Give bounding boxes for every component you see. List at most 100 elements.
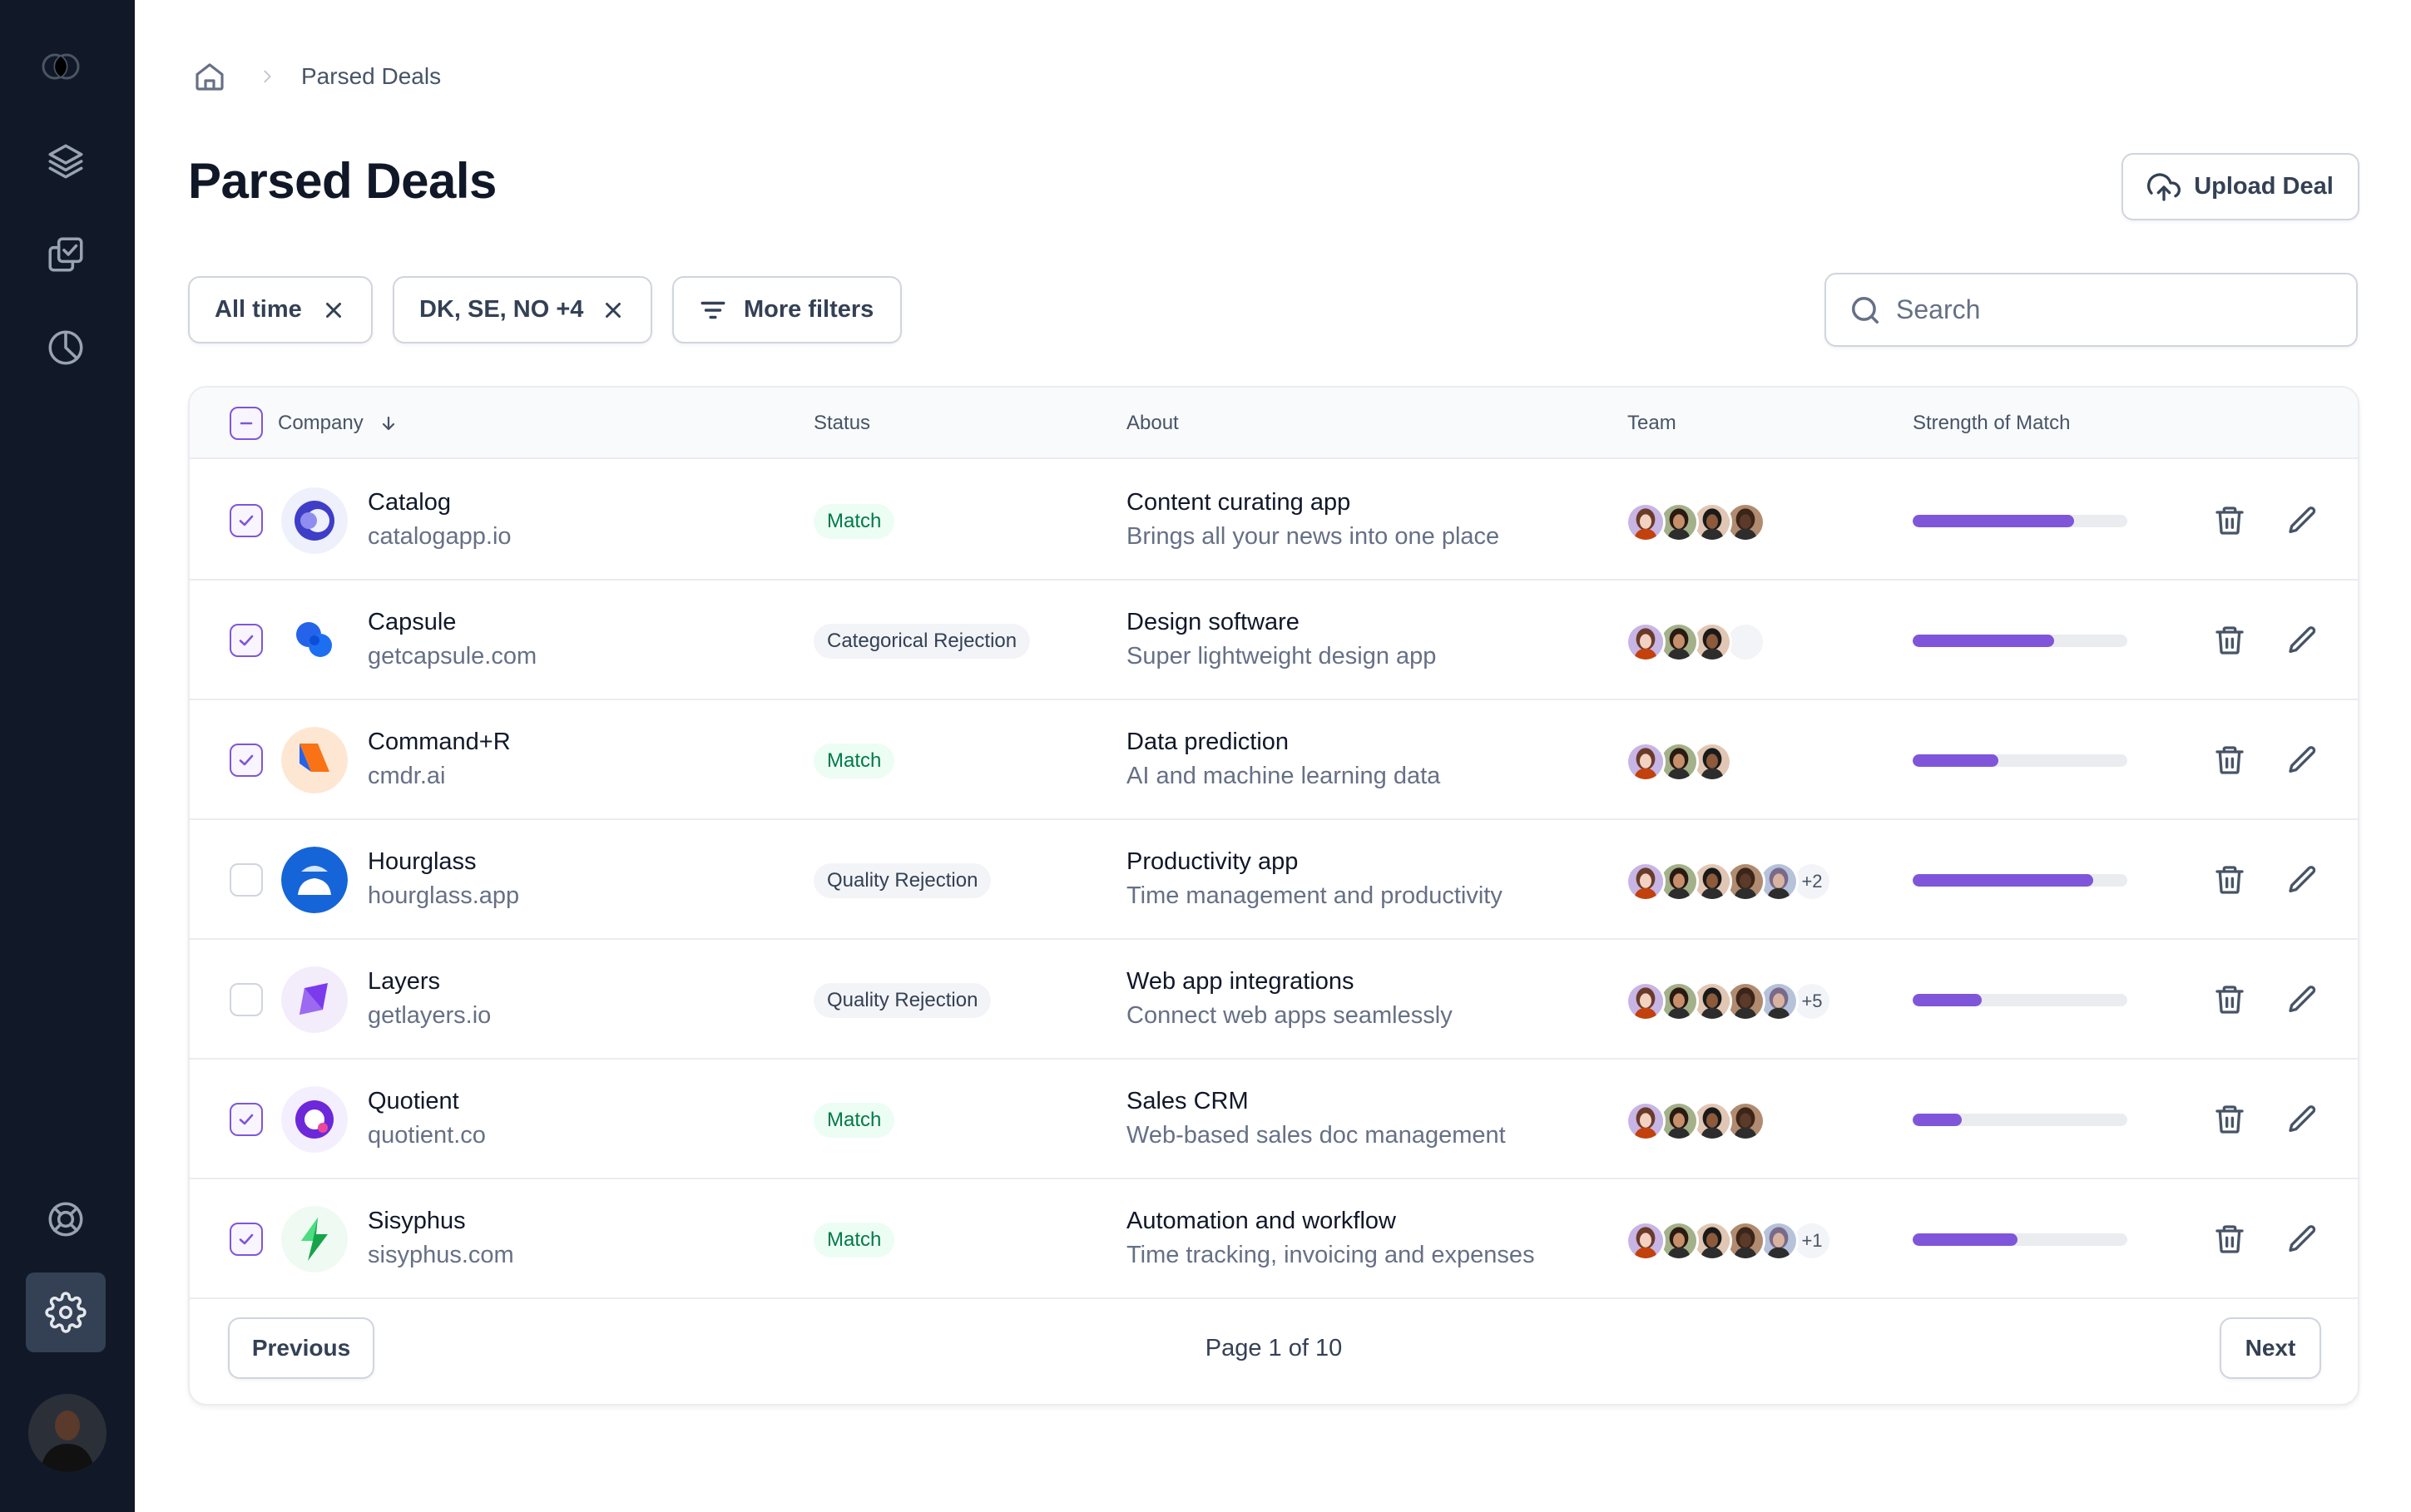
team-member-avatar[interactable] [1725,862,1765,902]
row-checkbox[interactable] [230,863,263,897]
team-member-avatar[interactable] [1692,622,1732,662]
sidebar-item-tasks[interactable] [26,215,106,294]
team-member-avatar[interactable] [1692,1221,1732,1261]
sidebar-item-settings[interactable] [26,1272,106,1352]
strength-bar [1913,635,2127,647]
team-member-avatar[interactable] [1626,742,1666,782]
edit-button[interactable] [2285,622,2321,659]
avatar[interactable] [28,1394,106,1472]
team-member-avatar[interactable] [1725,502,1765,542]
table-row[interactable]: Sisyphus sisyphus.com Match Automation and … [190,1179,2358,1299]
delete-button[interactable] [2211,1101,2248,1138]
table-row[interactable]: Quotient quotient.co Match Sales CRM Web-bas… [190,1060,2358,1179]
status-badge: Match [814,744,895,778]
logo-icon[interactable] [38,50,83,83]
company-url[interactable]: getlayers.io [368,1002,492,1029]
company-name[interactable]: Command+R [368,729,511,755]
delete-button[interactable] [2211,742,2248,778]
team-member-avatar[interactable] [1626,862,1666,902]
company-name[interactable]: Quotient [368,1088,459,1114]
upload-deal-button[interactable]: Upload Deal [2121,153,2359,220]
edit-button[interactable] [2285,862,2321,898]
company-name[interactable]: Catalog [368,489,451,516]
strength-bar [1913,1114,2127,1126]
sidebar-item-layers[interactable] [26,121,106,201]
arrow-down-icon[interactable] [379,413,399,433]
team-member-avatar[interactable] [1626,1221,1666,1261]
column-status[interactable]: Status [814,412,871,434]
pencil-icon [2289,506,2316,533]
company-url[interactable]: cmdr.ai [368,763,446,789]
table-row[interactable]: Command+R cmdr.ai Match Data prediction AI a… [190,700,2358,820]
table-row[interactable]: Catalog catalogapp.io Match Content curatin… [190,461,2358,581]
table-row[interactable]: Hourglass hourglass.app Quality Rejection P… [190,820,2358,940]
close-icon[interactable] [321,298,346,323]
team-member-avatar[interactable] [1659,502,1699,542]
search-input[interactable] [1896,294,2312,325]
team-member-avatar[interactable] [1626,981,1666,1021]
row-checkbox[interactable] [230,1103,263,1136]
company-url[interactable]: catalogapp.io [368,523,512,550]
team-member-avatar[interactable] [1659,981,1699,1021]
company-name[interactable]: Sisyphus [368,1208,466,1234]
delete-button[interactable] [2211,622,2248,659]
team-member-avatar[interactable] [1692,1101,1732,1141]
team-member-avatar[interactable] [1692,981,1732,1021]
edit-button[interactable] [2285,742,2321,778]
home-icon[interactable] [193,60,226,93]
breadcrumb-current[interactable]: Parsed Deals [301,63,442,89]
column-team[interactable]: Team [1627,412,1676,434]
company-url[interactable]: hourglass.app [368,882,520,909]
row-checkbox[interactable] [230,744,263,777]
team-member-avatar[interactable] [1692,742,1732,782]
team-member-avatar[interactable] [1659,1221,1699,1261]
edit-button[interactable] [2285,502,2321,539]
team-member-avatar[interactable] [1659,742,1699,782]
team-member-avatar[interactable] [1626,1101,1666,1141]
delete-button[interactable] [2211,502,2248,539]
search-box[interactable] [1824,273,2358,347]
column-company[interactable]: Company [230,388,399,459]
select-all-checkbox[interactable] [230,407,263,440]
edit-button[interactable] [2285,1221,2321,1258]
sidebar-item-reports[interactable] [26,308,106,388]
filter-chip-countries[interactable]: DK, SE, NO +4 [393,276,652,343]
team-member-avatar[interactable] [1659,622,1699,662]
row-checkbox[interactable] [230,504,263,537]
team-more-count[interactable]: +1 [1792,1221,1832,1261]
team-member-avatar[interactable] [1692,862,1732,902]
column-about[interactable]: About [1126,412,1179,434]
team-more-count[interactable]: +2 [1792,862,1832,902]
company-name[interactable]: Capsule [368,609,457,635]
team-member-avatar[interactable] [1626,502,1666,542]
delete-button[interactable] [2211,981,2248,1018]
table-row[interactable]: Layers getlayers.io Quality Rejection Web a… [190,940,2358,1060]
column-strength[interactable]: Strength of Match [1913,412,2071,434]
team-member-avatar[interactable] [1659,862,1699,902]
row-checkbox[interactable] [230,624,263,657]
previous-button[interactable]: Previous [228,1317,374,1379]
team-more-count[interactable]: +5 [1792,981,1832,1021]
team-member-avatar[interactable] [1725,1221,1765,1261]
edit-button[interactable] [2285,1101,2321,1138]
table-row[interactable]: Capsule getcapsule.com Categorical Rejecti… [190,581,2358,700]
delete-button[interactable] [2211,862,2248,898]
company-url[interactable]: getcapsule.com [368,643,537,670]
team-member-avatar[interactable] [1659,1101,1699,1141]
sidebar-item-support[interactable] [26,1179,106,1259]
row-checkbox[interactable] [230,983,263,1016]
next-button[interactable]: Next [2220,1317,2321,1379]
company-name[interactable]: Layers [368,968,441,995]
company-url[interactable]: sisyphus.com [368,1242,514,1268]
company-url[interactable]: quotient.co [368,1122,486,1149]
team-member-avatar[interactable] [1626,622,1666,662]
filter-chip-time[interactable]: All time [188,276,373,343]
team-member-avatar[interactable] [1725,1101,1765,1141]
row-checkbox[interactable] [230,1223,263,1256]
more-filters-button[interactable]: More filters [672,276,902,343]
company-name[interactable]: Hourglass [368,848,477,875]
more-filters-label: More filters [744,296,874,323]
delete-button[interactable] [2211,1221,2248,1258]
edit-button[interactable] [2285,981,2321,1018]
close-icon[interactable] [601,298,626,323]
